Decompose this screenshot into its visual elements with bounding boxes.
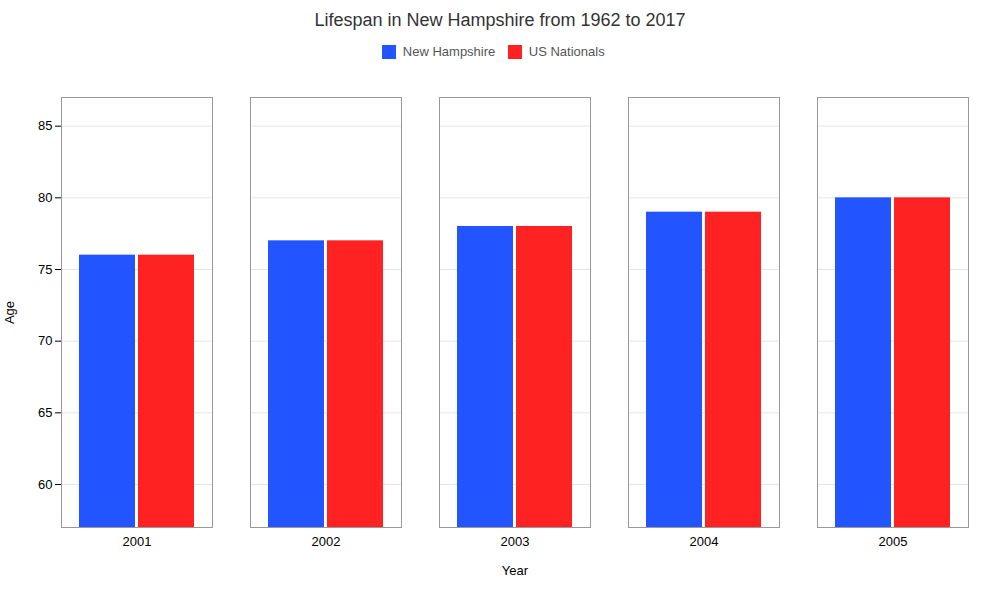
html-text:Lifespan in New Hampshire from: Lifespan in New Hampshire from 1962 to 2… [314, 10, 686, 30]
svg-text:60: 60 [38, 476, 52, 491]
svg-text:Year: Year [502, 562, 529, 577]
svg-text:75: 75 [38, 261, 52, 276]
svg-text:2004: 2004 [690, 533, 719, 548]
svg-text:65: 65 [38, 404, 52, 419]
svg-text:85: 85 [38, 118, 52, 133]
html-text:New Hampshire: New Hampshire [402, 44, 496, 59]
svg-text:2002: 2002 [312, 533, 341, 548]
svg-text:2005: 2005 [879, 533, 908, 548]
svg-text:Age: Age [2, 300, 17, 323]
svg-text:70: 70 [38, 333, 52, 348]
svg-text:80: 80 [38, 189, 52, 204]
html-text:US Nationals: US Nationals [528, 44, 605, 59]
svg-text:2001: 2001 [123, 533, 152, 548]
svg-text:2003: 2003 [501, 533, 530, 548]
